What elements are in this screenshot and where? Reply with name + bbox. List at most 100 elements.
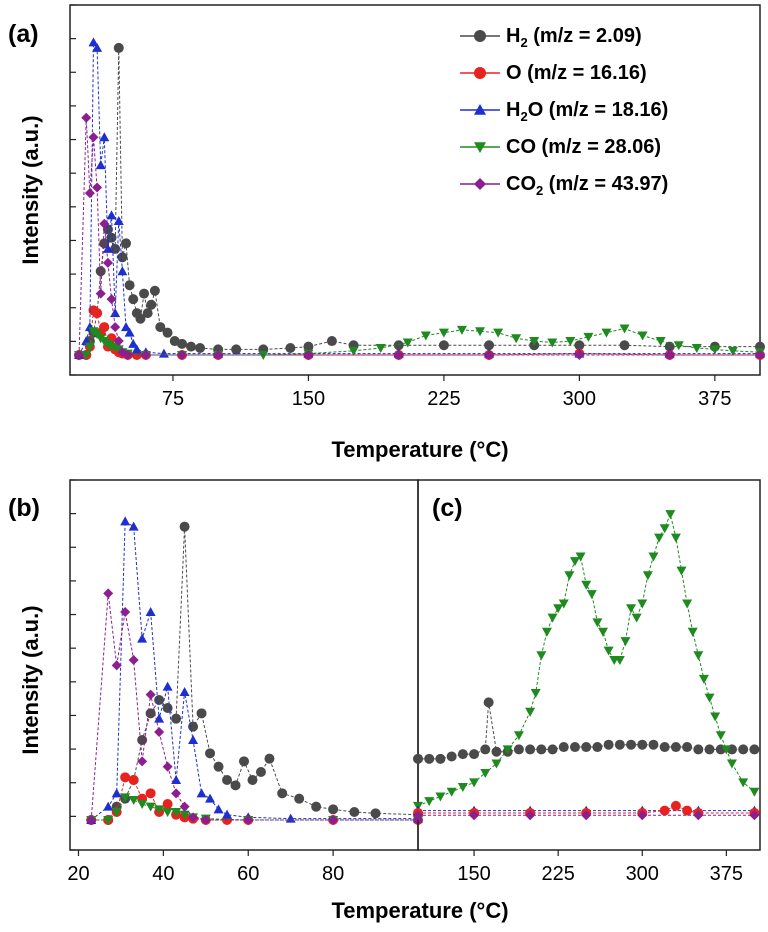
a-series-co2-point: [74, 350, 85, 360]
b-series-h2o-point: [213, 804, 224, 814]
c-series-h2-point: [659, 742, 670, 753]
a-series-h2-point: [484, 340, 495, 351]
a-series-co-point: [475, 327, 486, 337]
b-series-h2-point: [370, 808, 381, 819]
b-series-h2-point: [255, 767, 266, 777]
legend-marker: [474, 104, 486, 115]
c-series-co2-point: [637, 810, 648, 821]
b-series-h2-point: [230, 780, 241, 791]
a-series-h2o-point: [88, 37, 99, 47]
c-series-co-point: [469, 778, 480, 788]
b-series-h2-line: [91, 526, 419, 821]
c-series-co-point: [558, 599, 569, 609]
b-series-co2-point: [179, 801, 190, 812]
a-series-co2-point: [95, 288, 106, 299]
c-series-h2-point: [469, 749, 480, 760]
c-series-h2-point: [569, 742, 580, 753]
panel-b-ylabel: Intensity (a.u.): [18, 605, 43, 754]
x-tick-label: 375: [698, 388, 731, 410]
c-series-co-point: [564, 571, 575, 581]
b-series-h2-point: [239, 756, 249, 767]
c-series-h2-point: [626, 739, 637, 750]
c-series-co-point: [676, 566, 687, 576]
a-series-h2-point: [139, 288, 150, 299]
b-series-o-point: [120, 772, 131, 783]
c-series-h2-point: [536, 744, 547, 755]
legend-marker: [474, 67, 486, 79]
a-series-co-point: [84, 342, 95, 352]
a-series-co-point: [511, 334, 522, 344]
c-series-co2-point: [469, 810, 480, 821]
legend-marker: [474, 142, 486, 153]
c-series-co-point: [637, 599, 648, 609]
c-series-h2-point: [670, 742, 681, 753]
a-series-h2-point: [95, 266, 106, 277]
a-series-co-point: [691, 344, 702, 354]
a-series-h2-point: [195, 343, 206, 354]
c-series-co-point: [614, 656, 625, 665]
c-series-co-point: [424, 797, 435, 807]
b-series-h2o-point: [120, 516, 131, 526]
a-series-h2-point: [155, 322, 166, 333]
c-series-h2-point: [704, 744, 715, 755]
b-series-co2-point: [86, 815, 97, 825]
a-series-h2o-point: [124, 327, 135, 337]
c-series-co-point: [446, 787, 457, 797]
a-series-h2-point: [438, 340, 449, 351]
b-series-h2o-point: [145, 607, 156, 616]
b-series-co2-point: [145, 689, 156, 700]
a-series-h2o-point: [113, 216, 124, 225]
legend-entry: CO2 (m/z = 43.97): [506, 173, 668, 198]
c-series-co2-point: [581, 810, 592, 821]
c-series-co-point: [525, 707, 536, 717]
a-series-co2-point: [122, 350, 133, 360]
a-series-h2-point: [186, 341, 197, 352]
c-series-co-point: [665, 510, 676, 520]
legend-entry: CO (m/z = 28.06): [506, 136, 661, 158]
b-series-h2o-point: [162, 681, 173, 691]
a-series-co-point: [348, 346, 359, 356]
a-series-h2-point: [393, 340, 404, 351]
c-series-co-point: [654, 533, 665, 543]
c-series-co-point: [581, 580, 592, 590]
c-series-co2-point: [413, 810, 423, 821]
b-series-co2-point: [111, 660, 122, 671]
c-series-h2-point: [592, 742, 603, 753]
a-series-co-point: [601, 328, 612, 338]
c-series-h2-point: [738, 744, 749, 755]
a-series-co2-point: [303, 350, 314, 360]
b-series-co2-point: [328, 815, 339, 825]
b-series-o-point: [162, 799, 173, 809]
c-series-h2-point: [547, 744, 558, 755]
a-series-h2-point: [117, 252, 128, 263]
b-series-co2-point: [103, 588, 114, 599]
b-series-co-point: [154, 805, 165, 815]
b-series-co2-line: [90, 593, 418, 821]
a-series-co2-point: [484, 350, 495, 360]
a-series-co2-point: [106, 294, 117, 305]
b-series-co-point: [171, 808, 182, 817]
a-series-co-point: [547, 338, 558, 348]
a-series-co-point: [438, 328, 449, 338]
c-series-co-point: [435, 792, 446, 802]
panel-a-frame: [69, 4, 761, 376]
b-series-co-point: [145, 802, 156, 812]
b-series-h2o-point: [205, 793, 216, 803]
c-series-h2-point: [483, 697, 494, 708]
c-series-co-point: [620, 637, 631, 647]
panel-a-ylabel: Intensity (a.u.): [18, 115, 43, 264]
panel-c-frame: [417, 479, 761, 851]
c-series-h2-point: [457, 749, 468, 760]
b-series-h2-point: [162, 703, 173, 713]
b-series-co2-point: [137, 756, 148, 767]
c-series-co-point: [715, 731, 726, 741]
panel-a-label: (a): [8, 20, 39, 48]
a-series-h2o-point: [106, 210, 117, 220]
legend-marker: [474, 30, 486, 42]
c-series-co-point: [547, 613, 558, 623]
c-series-h2-point: [525, 744, 536, 755]
a-series-co-point: [565, 337, 576, 347]
c-series-co2-point: [749, 810, 760, 821]
c-series-h2-point: [581, 742, 592, 753]
a-series-h2o-point: [99, 132, 110, 142]
